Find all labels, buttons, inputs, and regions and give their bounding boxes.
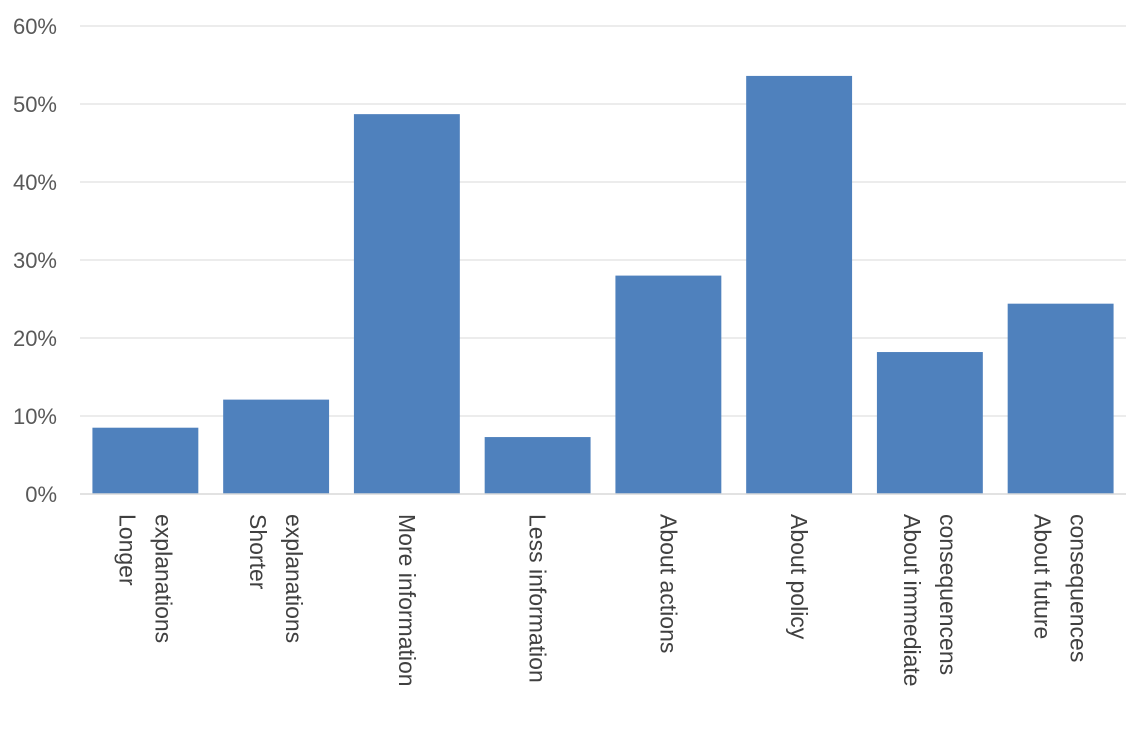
- bar: [92, 427, 199, 494]
- x-category-label-line: About immediate: [899, 514, 925, 687]
- x-category-label-line: About actions: [655, 514, 681, 653]
- x-category-label-line: More information: [394, 514, 420, 687]
- bar: [484, 437, 591, 494]
- bar: [746, 75, 853, 495]
- x-category-label-line: About policy: [786, 514, 812, 640]
- x-category-label-line: Shorter: [245, 514, 271, 590]
- y-tick-label: 0%: [25, 482, 57, 507]
- y-tick-label: 20%: [13, 326, 57, 351]
- bar: [353, 114, 460, 494]
- x-category-label: Longer explanations: [114, 514, 176, 643]
- y-axis-tick-labels: 0% 10% 20% 30% 40% 50% 60%: [13, 14, 57, 507]
- x-category-label: About policy: [786, 514, 812, 640]
- x-category-label-line: About future: [1030, 514, 1056, 639]
- y-tick-label: 30%: [13, 248, 57, 273]
- x-category-label: More information: [394, 514, 420, 687]
- bar: [1007, 303, 1114, 494]
- bar: [876, 352, 983, 494]
- y-tick-label: 60%: [13, 14, 57, 39]
- x-category-label: About actions: [655, 514, 681, 653]
- y-tick-label: 50%: [13, 92, 57, 117]
- x-category-label-line: Longer: [114, 514, 140, 586]
- bar: [615, 275, 722, 494]
- x-category-label-line: consequences: [1066, 514, 1092, 662]
- y-tick-label: 40%: [13, 170, 57, 195]
- x-category-label-line: consequencens: [935, 514, 961, 675]
- bar: [223, 399, 330, 494]
- x-category-label-line: Less information: [525, 514, 551, 683]
- x-category-label-line: explanations: [281, 514, 307, 643]
- y-tick-label: 10%: [13, 404, 57, 429]
- x-category-label: About future consequences: [1030, 514, 1092, 662]
- x-category-label: Less information: [525, 514, 551, 683]
- x-category-label: About immediate consequencens: [899, 514, 961, 687]
- x-category-label: Shorter explanations: [245, 514, 307, 643]
- bars: [92, 75, 1114, 495]
- x-axis-category-labels: Longer explanations Shorter explanations Mor…: [114, 514, 1091, 687]
- x-category-label-line: explanations: [150, 514, 176, 643]
